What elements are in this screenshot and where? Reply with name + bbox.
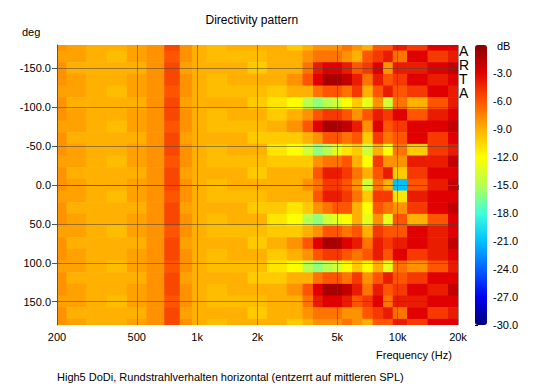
svg-text:High5 DoDi, Rundstrahlverhalte: High5 DoDi, Rundstrahlverhalten horizont… [57,371,404,383]
svg-text:dB: dB [497,40,510,52]
svg-text:-18.0: -18.0 [493,207,518,219]
svg-text:R: R [459,57,470,73]
svg-text:-150.0: -150.0 [20,62,51,74]
svg-text:-100.0: -100.0 [20,101,51,113]
svg-text:Directivity pattern: Directivity pattern [206,13,299,27]
svg-text:-6.0: -6.0 [493,95,512,107]
svg-text:-27.0: -27.0 [493,291,518,303]
svg-text:5k: 5k [331,331,343,343]
svg-text:-12.0: -12.0 [493,151,518,163]
svg-text:500: 500 [128,331,146,343]
svg-text:150.0: 150.0 [23,296,51,308]
svg-text:-21.0: -21.0 [493,235,518,247]
svg-text:20k: 20k [449,331,467,343]
svg-text:50.0: 50.0 [30,218,51,230]
svg-text:-30.0: -30.0 [493,319,518,331]
svg-text:10k: 10k [389,331,407,343]
svg-text:Frequency (Hz): Frequency (Hz) [376,349,452,361]
svg-text:-9.0: -9.0 [493,123,512,135]
svg-text:200: 200 [48,331,66,343]
svg-text:A: A [459,43,469,59]
svg-text:-3.0: -3.0 [493,67,512,79]
svg-text:0.0: 0.0 [36,179,51,191]
svg-text:-15.0: -15.0 [493,179,518,191]
svg-text:A: A [459,85,469,101]
svg-text:T: T [459,71,468,87]
svg-text:2k: 2k [252,331,264,343]
svg-text:100.0: 100.0 [23,257,51,269]
svg-text:-50.0: -50.0 [26,140,51,152]
svg-text:1k: 1k [191,331,203,343]
svg-text:deg: deg [22,26,40,38]
svg-text:-24.0: -24.0 [493,263,518,275]
